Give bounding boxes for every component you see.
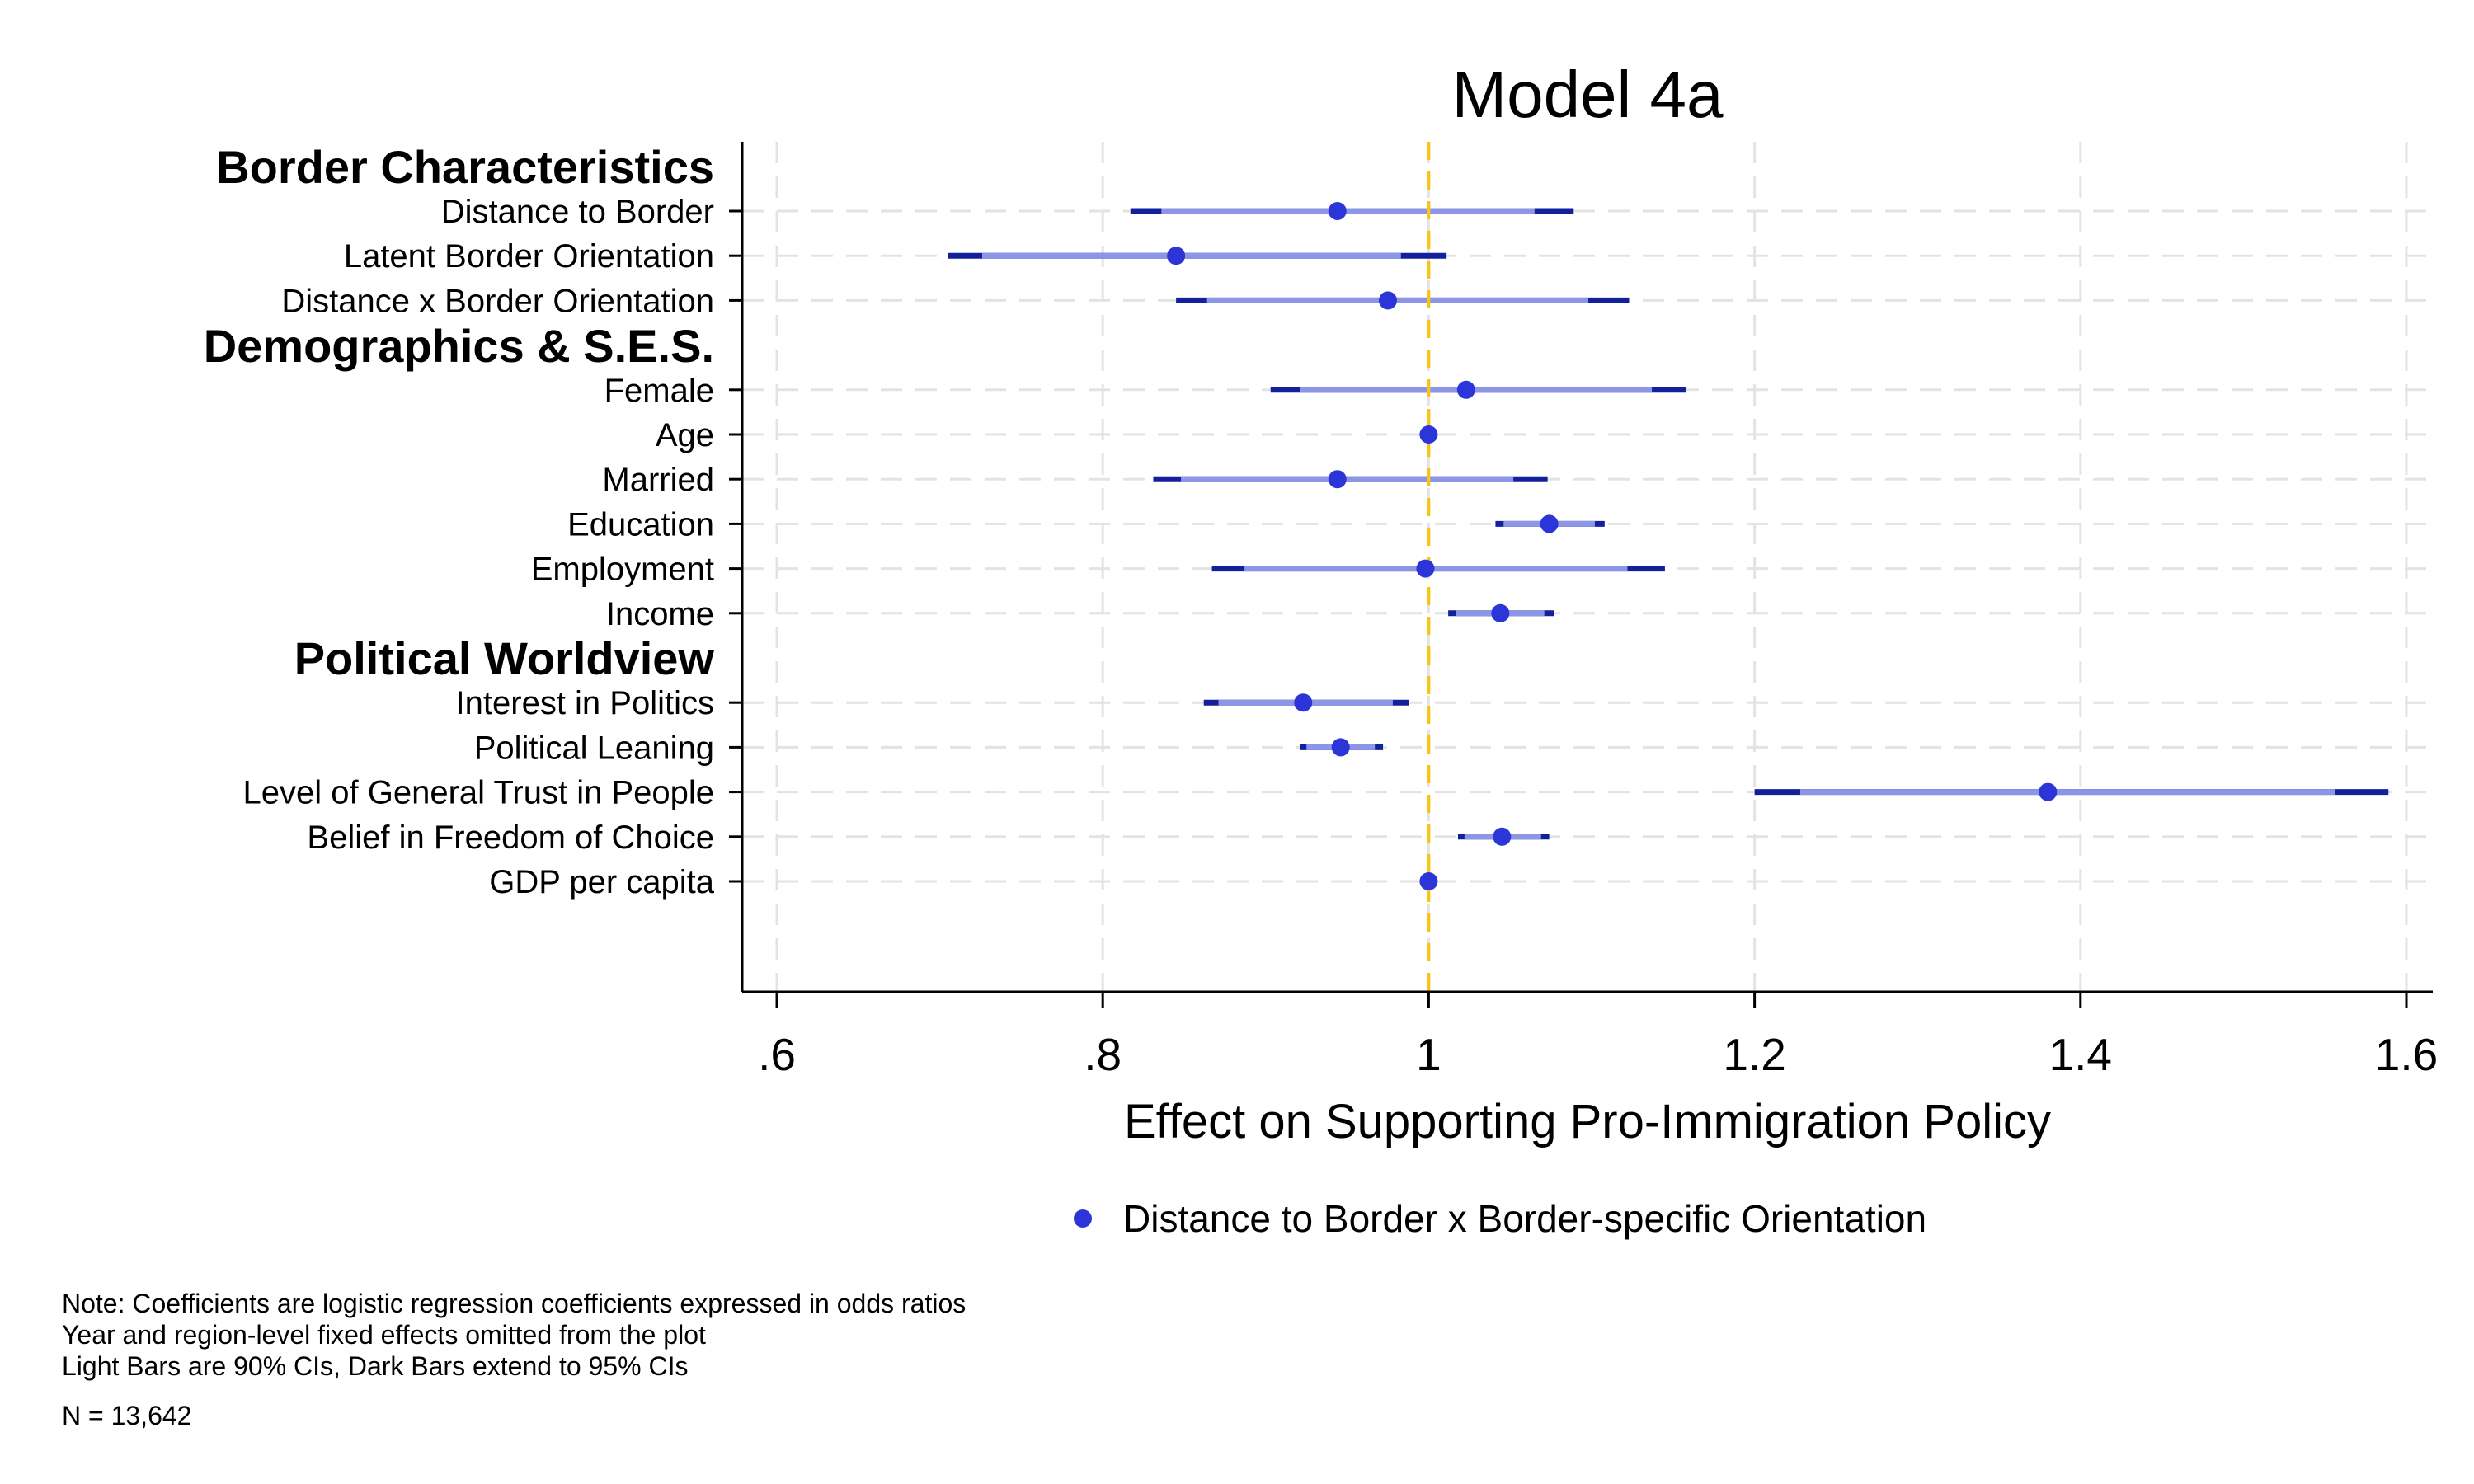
confidence-intervals — [948, 208, 2389, 885]
x-tick-label: 1.4 — [2049, 1029, 2112, 1080]
row-label-income: Income — [606, 596, 714, 632]
x-axis-title: Effect on Supporting Pro-Immigration Pol… — [1124, 1095, 2051, 1148]
note-line-1: Note: Coefficients are logistic regressi… — [62, 1289, 966, 1318]
point-estimate-employment — [1416, 559, 1435, 578]
row-label-distance-to-border: Distance to Border — [441, 194, 714, 230]
row-label-level-of-general-trust-in-people: Level of General Trust in People — [243, 775, 714, 811]
legend-label: Distance to Border x Border-specific Ori… — [1123, 1197, 1926, 1240]
row-label-gdp-per-capita: GDP per capita — [489, 864, 714, 900]
row-label-latent-border-orientation: Latent Border Orientation — [344, 238, 714, 275]
axes — [741, 142, 2433, 993]
row-label-education: Education — [567, 506, 714, 542]
row-label-married: Married — [602, 462, 714, 498]
x-tick-label: 1 — [1416, 1029, 1442, 1080]
row-label-age: Age — [656, 417, 714, 453]
group-label-demographics-and-s-e-s: Demographics & S.E.S. — [204, 320, 714, 372]
point-estimate-married — [1328, 470, 1347, 489]
group-label-political-worldview: Political Worldview — [294, 632, 715, 684]
notes: Note: Coefficients are logistic regressi… — [62, 1289, 966, 1430]
point-estimate-female — [1456, 380, 1475, 399]
point-estimate-distance-x-border-orientation — [1379, 291, 1397, 310]
sample-size-note: N = 13,642 — [62, 1401, 191, 1430]
row-label-political-leaning: Political Leaning — [474, 730, 714, 766]
row-label-female: Female — [604, 373, 714, 409]
x-tick-label: 1.2 — [1723, 1029, 1785, 1080]
point-estimate-latent-border-orientation — [1167, 247, 1186, 265]
row-label-interest-in-politics: Interest in Politics — [456, 685, 714, 721]
note-line-3: Light Bars are 90% CIs, Dark Bars extend… — [62, 1351, 688, 1381]
row-label-belief-in-freedom-of-choice: Belief in Freedom of Choice — [307, 819, 714, 856]
note-line-2: Year and region-level fixed effects omit… — [62, 1320, 706, 1350]
point-estimate-education — [1540, 514, 1559, 533]
row-label-employment: Employment — [531, 552, 714, 588]
point-estimate-gdp-per-capita — [1419, 872, 1438, 890]
group-label-border-characteristics: Border Characteristics — [216, 141, 714, 193]
legend-marker — [1074, 1209, 1092, 1228]
x-tick-label: .8 — [1084, 1029, 1122, 1080]
chart-title: Model 4a — [1451, 58, 1724, 131]
legend: Distance to Border x Border-specific Ori… — [1074, 1197, 1926, 1240]
point-estimate-political-leaning — [1331, 738, 1350, 757]
point-estimate-level-of-general-trust-in-people — [2039, 782, 2058, 801]
point-estimate-interest-in-politics — [1294, 693, 1313, 712]
x-tick-label: 1.6 — [2375, 1029, 2438, 1080]
x-axis-ticks: .6 .8 1 1.2 1.4 1.6 — [729, 209, 2438, 1080]
point-estimate-income — [1491, 603, 1510, 622]
point-estimate-belief-in-freedom-of-choice — [1493, 827, 1512, 846]
point-estimate-age — [1419, 425, 1438, 444]
x-tick-label: .6 — [758, 1029, 796, 1080]
point-estimates — [1167, 202, 2058, 890]
point-estimate-distance-to-border — [1328, 202, 1347, 220]
row-label-distance-x-border-orientation: Distance x Border Orientation — [281, 283, 714, 319]
